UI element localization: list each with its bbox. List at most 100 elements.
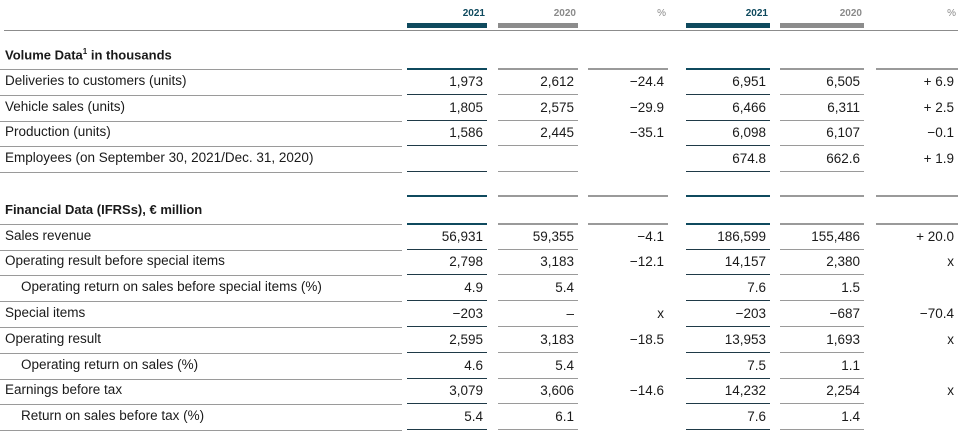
section-title: Volume Data1 in thousands: [5, 47, 172, 62]
row-rule: [0, 275, 402, 277]
col-change-q3-cell: −35.1: [629, 125, 664, 141]
table-row: Operating result before special items 2,7…: [0, 250, 961, 277]
section-title: Financial Data (IFRSs), € million: [5, 202, 202, 217]
row-rule: [0, 404, 402, 406]
table-row: Operating result 2,595 3,183 −18.5 13,953 1,6…: [0, 328, 961, 354]
col-2020-q3-cell: 6.1: [498, 409, 578, 431]
col-2020-q3-cell: –: [498, 306, 578, 327]
col-2020-ytd-cell: 662.6: [780, 151, 864, 173]
column-header-label: %: [657, 8, 666, 19]
col-2021-ytd-cell: 14,157: [686, 254, 770, 276]
col-2020-ytd-cell: 6,505: [780, 74, 864, 95]
row-rule: [0, 378, 402, 380]
row-label: Operating result: [5, 330, 102, 346]
column-header-label: %: [947, 8, 956, 19]
table-row: Employees (on September 30, 2021/Dec. 31…: [0, 147, 961, 174]
col-change-q3-cell: −18.5: [629, 331, 664, 347]
col-2021-q3-cell: 1,586: [407, 125, 487, 147]
spacer-rule: [780, 195, 864, 197]
row-rule: [0, 94, 402, 96]
col-change-ytd-header: %: [876, 8, 958, 30]
col-change-ytd-cell: + 2.5: [923, 99, 954, 115]
row-rule: [0, 146, 402, 148]
row-rule: [0, 430, 402, 432]
row-rule: [0, 172, 402, 174]
table-row: Earnings before tax 3,079 3,606 −14.6 14,232…: [0, 379, 961, 406]
table-row: Deliveries to customers (units) 1,973 2,61…: [0, 70, 961, 96]
column-rule: [588, 68, 668, 70]
section-header: Volume Data1 in thousands: [0, 44, 961, 70]
column-rule: [876, 222, 958, 225]
section-title-text: Financial Data (IFRSs), € million: [5, 201, 203, 217]
col-2021-ytd-header: 2021: [686, 8, 770, 30]
column-rule: [588, 222, 668, 225]
row-label: Earnings before tax: [5, 382, 123, 398]
col-2020-ytd-cell: 1.5: [780, 280, 864, 302]
col-2021-q3-cell: [407, 151, 487, 173]
column-header-label: 2020: [839, 8, 862, 19]
col-2021-q3-cell: 3,079: [407, 383, 487, 405]
table-row: Operating return on sales (%) 4.6 5.4 7.5 1.…: [0, 354, 961, 380]
col-2020-q3-cell: 2,445: [498, 125, 578, 147]
col-2021-q3-cell: −203: [407, 306, 487, 327]
col-change-ytd-cell: x: [947, 383, 954, 399]
col-2021-ytd-cell: 7.5: [686, 358, 770, 379]
col-2020-ytd-cell: 2,380: [780, 254, 864, 276]
col-2021-q3-cell: 2,595: [407, 332, 487, 353]
col-2020-q3-cell: 5.4: [498, 358, 578, 379]
col-2020-ytd-cell: 1,693: [780, 332, 864, 353]
col-2020-q3-cell: 5.4: [498, 280, 578, 302]
col-2020-q3-cell: 2,612: [498, 74, 578, 95]
row-label: Deliveries to customers (units): [5, 72, 187, 88]
row-rule: [0, 69, 402, 70]
table-row: Production (units) 1,586 2,445 −35.1 6,098 6,…: [0, 121, 961, 148]
column-rule: [686, 68, 770, 70]
column-header-label: 2021: [462, 8, 485, 19]
row-rule: [0, 352, 402, 354]
row-label: Return on sales before tax (%): [21, 408, 205, 424]
col-2020-q3-header: 2020: [498, 8, 578, 30]
column-header-bar: [588, 23, 668, 28]
col-change-ytd-cell: x: [947, 254, 954, 270]
row-label: Operating return on sales (%): [21, 356, 199, 372]
row-rule: [0, 223, 402, 225]
col-2020-ytd-cell: 1.1: [780, 358, 864, 379]
col-change-q3-cell: [588, 151, 668, 172]
col-2021-ytd-cell: 14,232: [686, 383, 770, 405]
column-rule: [407, 222, 487, 225]
col-2020-ytd-cell: 6,107: [780, 125, 864, 147]
column-rule: [407, 68, 487, 70]
col-2021-ytd-cell: 6,466: [686, 100, 770, 121]
table-row: Operating return on sales before special…: [0, 276, 961, 303]
row-label: Sales revenue: [5, 227, 92, 243]
row-label: Production (units): [5, 124, 111, 140]
row-label: Operating result before special items: [5, 253, 225, 269]
column-rule: [498, 222, 578, 225]
col-change-ytd-cell: + 6.9: [923, 73, 954, 89]
col-2021-q3-cell: 56,931: [407, 229, 487, 250]
col-change-q3-cell: −4.1: [637, 228, 664, 244]
col-2021-ytd-cell: 7.6: [686, 280, 770, 302]
col-change-q3-cell: −29.9: [629, 99, 664, 115]
spacer-rule: [876, 195, 958, 197]
col-change-ytd-cell: + 1.9: [923, 151, 954, 167]
col-2021-q3-header: 2021: [407, 8, 487, 30]
row-label: Operating return on sales before special…: [21, 279, 322, 295]
col-2021-ytd-cell: 674.8: [686, 151, 770, 173]
column-rule: [876, 68, 958, 70]
column-header-bar: [498, 23, 578, 28]
col-2020-ytd-cell: 155,486: [780, 229, 864, 250]
row-rule: [0, 249, 402, 251]
column-header-bar: [686, 23, 770, 28]
section-title-text: Volume Data: [5, 47, 83, 63]
spacer-rule: [588, 195, 668, 197]
section-title-suffix: in thousands: [87, 47, 172, 63]
col-change-ytd-cell: [876, 409, 958, 430]
col-2020-q3-cell: 2,575: [498, 100, 578, 121]
column-header-label: 2021: [745, 8, 768, 19]
spacer-rule: [498, 195, 578, 197]
col-2020-q3-cell: 3,183: [498, 254, 578, 276]
column-header-label: 2020: [553, 8, 576, 19]
col-change-q3-cell: −24.4: [629, 73, 664, 89]
col-2021-q3-cell: 4.6: [407, 358, 487, 379]
